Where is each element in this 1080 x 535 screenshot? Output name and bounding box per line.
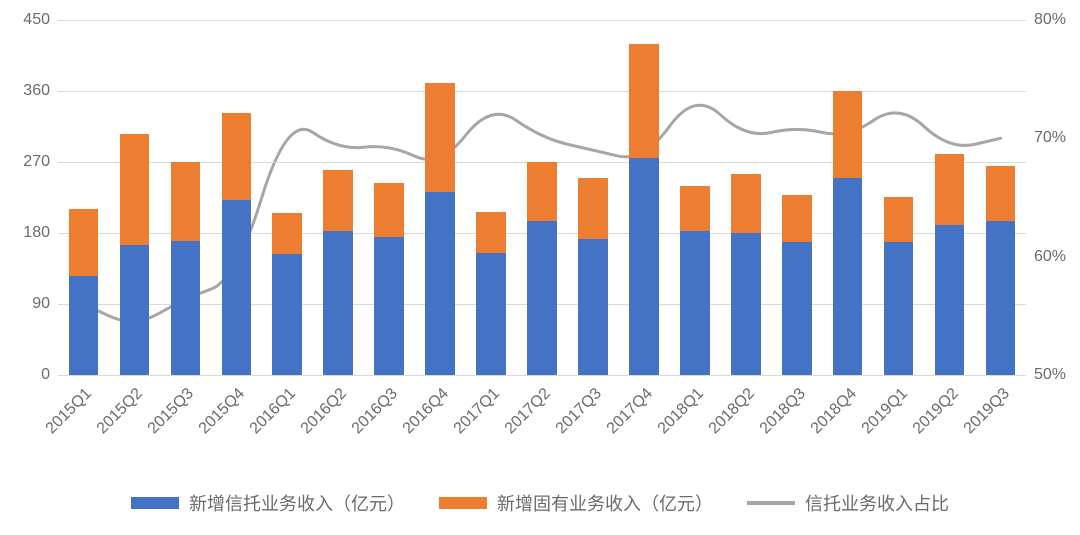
y-right-tick-label: 60%: [1034, 249, 1066, 265]
legend-item-trust: 新增信托业务收入（亿元）: [131, 490, 405, 516]
y-right-tick-label: 80%: [1034, 12, 1066, 28]
bar-segment-trust: [782, 242, 812, 375]
bar-segment-proprietary: [69, 209, 99, 276]
bar-segment-proprietary: [527, 162, 557, 221]
bar-segment-trust: [222, 200, 252, 375]
bar-segment-proprietary: [833, 91, 863, 178]
bar-group: [935, 154, 965, 375]
bar-segment-trust: [833, 178, 863, 375]
legend-label-ratio: 信托业务收入占比: [805, 490, 949, 516]
bar-group: [833, 91, 863, 375]
bar-segment-proprietary: [731, 174, 761, 233]
bar-group: [680, 186, 710, 375]
bar-group: [222, 113, 252, 375]
plot-area: [58, 20, 1026, 375]
bar-segment-trust: [986, 221, 1016, 375]
y-left-tick-label: 270: [10, 154, 50, 170]
y-left-tick-label: 180: [10, 225, 50, 241]
bar-group: [425, 83, 455, 375]
legend-swatch-trust: [131, 497, 179, 509]
y-left-tick-label: 0: [10, 367, 50, 383]
bar-segment-proprietary: [425, 83, 455, 192]
chart-container: 新增信托业务收入（亿元） 新增固有业务收入（亿元） 信托业务收入占比 0 90 18…: [0, 0, 1080, 535]
bar-group: [323, 170, 353, 375]
bar-group: [884, 197, 914, 375]
bar-segment-trust: [578, 239, 608, 375]
bar-segment-proprietary: [222, 113, 252, 200]
bar-segment-proprietary: [629, 44, 659, 158]
legend-item-proprietary: 新增固有业务收入（亿元）: [439, 490, 713, 516]
legend-item-ratio: 信托业务收入占比: [747, 490, 949, 516]
bar-segment-proprietary: [323, 170, 353, 232]
bar-segment-trust: [69, 276, 99, 375]
bar-group: [69, 209, 99, 375]
bar-segment-proprietary: [680, 186, 710, 232]
legend-swatch-proprietary: [439, 497, 487, 509]
bar-segment-proprietary: [986, 166, 1016, 221]
legend-label-trust: 新增信托业务收入（亿元）: [189, 490, 405, 516]
bar-segment-trust: [425, 192, 455, 375]
gridline: [58, 375, 1026, 376]
legend: 新增信托业务收入（亿元） 新增固有业务收入（亿元） 信托业务收入占比: [0, 490, 1080, 516]
bar-segment-proprietary: [884, 197, 914, 243]
y-right-tick-label: 50%: [1034, 367, 1066, 383]
bar-segment-trust: [272, 254, 302, 375]
y-left-tick-label: 450: [10, 12, 50, 28]
bar-segment-proprietary: [272, 213, 302, 254]
bar-group: [272, 213, 302, 375]
bar-group: [578, 178, 608, 375]
bar-group: [374, 183, 404, 375]
y-left-tick-label: 360: [10, 83, 50, 99]
bar-segment-trust: [884, 242, 914, 375]
bar-segment-trust: [171, 241, 201, 375]
y-left-tick-label: 90: [10, 296, 50, 312]
bar-segment-proprietary: [120, 134, 150, 244]
bar-segment-trust: [629, 158, 659, 375]
y-right-tick-label: 70%: [1034, 130, 1066, 146]
bar-segment-trust: [527, 221, 557, 375]
bar-group: [527, 162, 557, 375]
bar-segment-proprietary: [374, 183, 404, 237]
bar-segment-trust: [680, 231, 710, 375]
gridline: [58, 91, 1026, 92]
bar-segment-trust: [374, 237, 404, 375]
bar-segment-proprietary: [782, 195, 812, 242]
legend-label-proprietary: 新增固有业务收入（亿元）: [497, 490, 713, 516]
bar-group: [171, 162, 201, 375]
bar-segment-proprietary: [476, 212, 506, 253]
bar-group: [986, 166, 1016, 375]
bar-group: [120, 134, 150, 375]
bar-segment-trust: [731, 233, 761, 375]
bar-group: [476, 212, 506, 375]
bar-segment-trust: [935, 225, 965, 375]
bar-segment-trust: [476, 253, 506, 375]
bar-group: [782, 195, 812, 375]
gridline: [58, 20, 1026, 21]
bar-group: [731, 174, 761, 375]
bar-segment-proprietary: [935, 154, 965, 225]
bar-segment-proprietary: [578, 178, 608, 240]
bar-group: [629, 44, 659, 375]
bar-segment-proprietary: [171, 162, 201, 241]
bar-segment-trust: [323, 231, 353, 375]
bar-segment-trust: [120, 245, 150, 375]
legend-swatch-ratio: [747, 501, 795, 505]
